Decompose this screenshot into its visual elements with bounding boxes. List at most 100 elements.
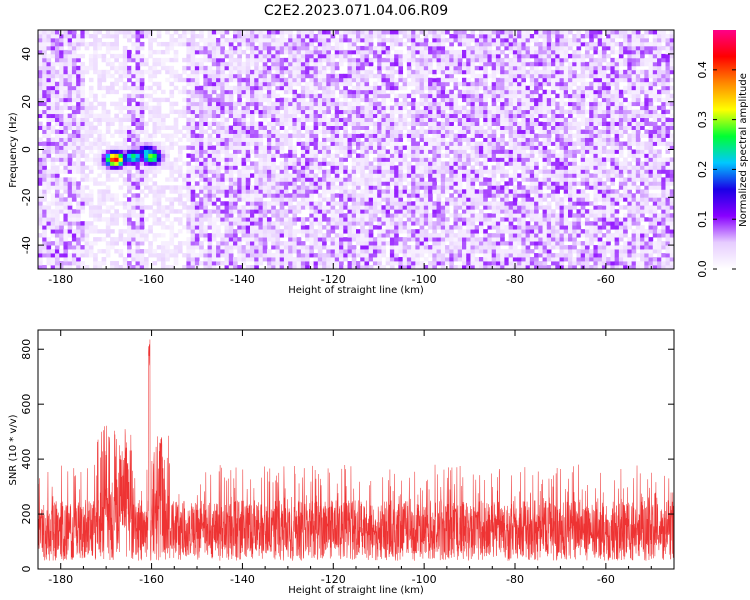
spectrogram-cell [67,209,73,214]
spectrogram-cell [398,205,404,210]
spectrogram-cell [186,121,192,126]
spectrogram-cell [445,129,450,134]
spectrogram-cell [326,181,331,186]
spectrogram-cell [296,30,302,35]
spectrogram-cell [135,33,141,39]
spectrogram-cell [305,85,310,91]
spectrogram-cell [207,169,213,174]
spectrogram-cell [131,173,136,178]
spectrogram-cell [152,253,158,258]
spectrogram-cell [254,33,259,39]
spectrogram-cell [394,213,399,218]
spectrogram-cell [288,249,293,254]
spectrogram-cell [381,237,387,242]
spectrogram-cell [330,81,336,87]
spectrogram-cell [453,221,459,226]
spectrogram-cell [199,245,204,250]
spectrogram-cell [254,109,259,115]
spectrogram-cell [402,201,408,206]
spectrogram-cell [156,221,162,226]
spectrogram-cell [177,113,183,119]
spectrogram-cell [415,185,420,190]
spectrogram-cell [334,177,340,182]
spectrogram-cell [224,173,230,178]
spectrogram-cell [292,165,298,170]
spectrogram-cell [432,229,437,234]
spectrogram-cell [440,249,446,254]
spectrogram-cell [394,37,399,43]
spectrogram-cell [326,249,331,254]
spectrogram-cell [351,73,357,79]
spectrogram-cell [131,65,136,71]
spectrogram-cell [67,185,73,190]
spectrogram-cell [38,261,43,266]
spectrogram-cell [457,117,463,123]
spectrogram-cell [50,169,56,174]
spectrogram-cell [67,49,73,55]
spectrogram-cell [360,149,365,154]
spectrogram-cell [144,93,149,99]
spectrogram-cell [199,161,204,166]
spectrogram-cell [462,249,467,254]
spectrogram-cell [326,145,331,150]
spectrogram-cell [368,241,374,246]
spectrogram-cell [360,253,365,258]
spectrogram-cell [415,173,420,178]
spectrogram-cell [207,181,213,186]
spectrogram-cell [347,49,353,55]
spectrogram-cell [394,41,399,47]
spectrogram-cell [415,109,420,115]
spectrogram-cell [97,181,102,186]
spectrogram-cell [54,37,60,43]
spectrogram-cell [394,33,399,39]
spectrogram-cell [114,105,119,111]
spectrogram-cell [436,225,442,230]
spectrogram-cell [343,33,348,39]
spectrogram-cell [97,229,102,234]
spectrogram-cell [288,165,293,170]
spectrogram-cell [190,30,196,35]
spectrogram-cell [216,125,221,130]
spectrogram-cell [186,129,192,134]
spectrogram-cell [76,185,81,190]
spectrogram-cell [224,225,230,230]
spectrogram-cell [317,129,323,134]
spectrogram-cell [288,237,293,242]
spectrogram-cell [360,257,365,262]
spectrogram-cell [381,97,387,103]
spectrogram-cell [436,149,442,154]
spectrogram-cell [283,117,289,123]
spectrogram-cell [381,57,387,63]
spectrogram-cell [322,153,327,158]
spectrogram-cell [322,121,327,126]
spectrogram-cell [148,177,153,182]
spectrogram-cell [292,113,298,119]
spectrogram-cell [118,117,124,123]
spectrogram-cell [114,177,119,182]
spectrogram-cell [394,157,399,162]
spectrogram-cell [394,241,399,246]
spectrogram-cell [385,261,391,266]
spectrogram-cell [275,173,281,178]
spectrogram-cell [283,169,289,174]
spectrogram-cell [372,141,378,146]
spectrogram-cell [169,221,175,226]
spectrogram-cell [419,177,425,182]
spectrogram-cell [411,209,416,214]
spectrogram-cell [216,149,221,154]
spectrogram-cell [38,101,43,107]
spectrogram-cell [432,173,437,178]
spectrogram-cell [220,141,225,146]
spectrogram-cell [250,85,255,91]
spectrogram-cell [449,161,454,166]
spectrogram-cell [135,157,141,162]
spectrogram-cell [194,237,200,242]
spectrogram-cell [402,209,408,214]
spectrogram-cell [148,253,153,258]
spectrogram-cell [245,245,251,250]
spectrogram-cell [389,165,395,170]
spectrogram-cell [216,121,221,126]
spectrogram-cell [271,209,276,214]
spectrogram-cell [372,257,378,262]
spectrogram-cell [250,137,255,142]
